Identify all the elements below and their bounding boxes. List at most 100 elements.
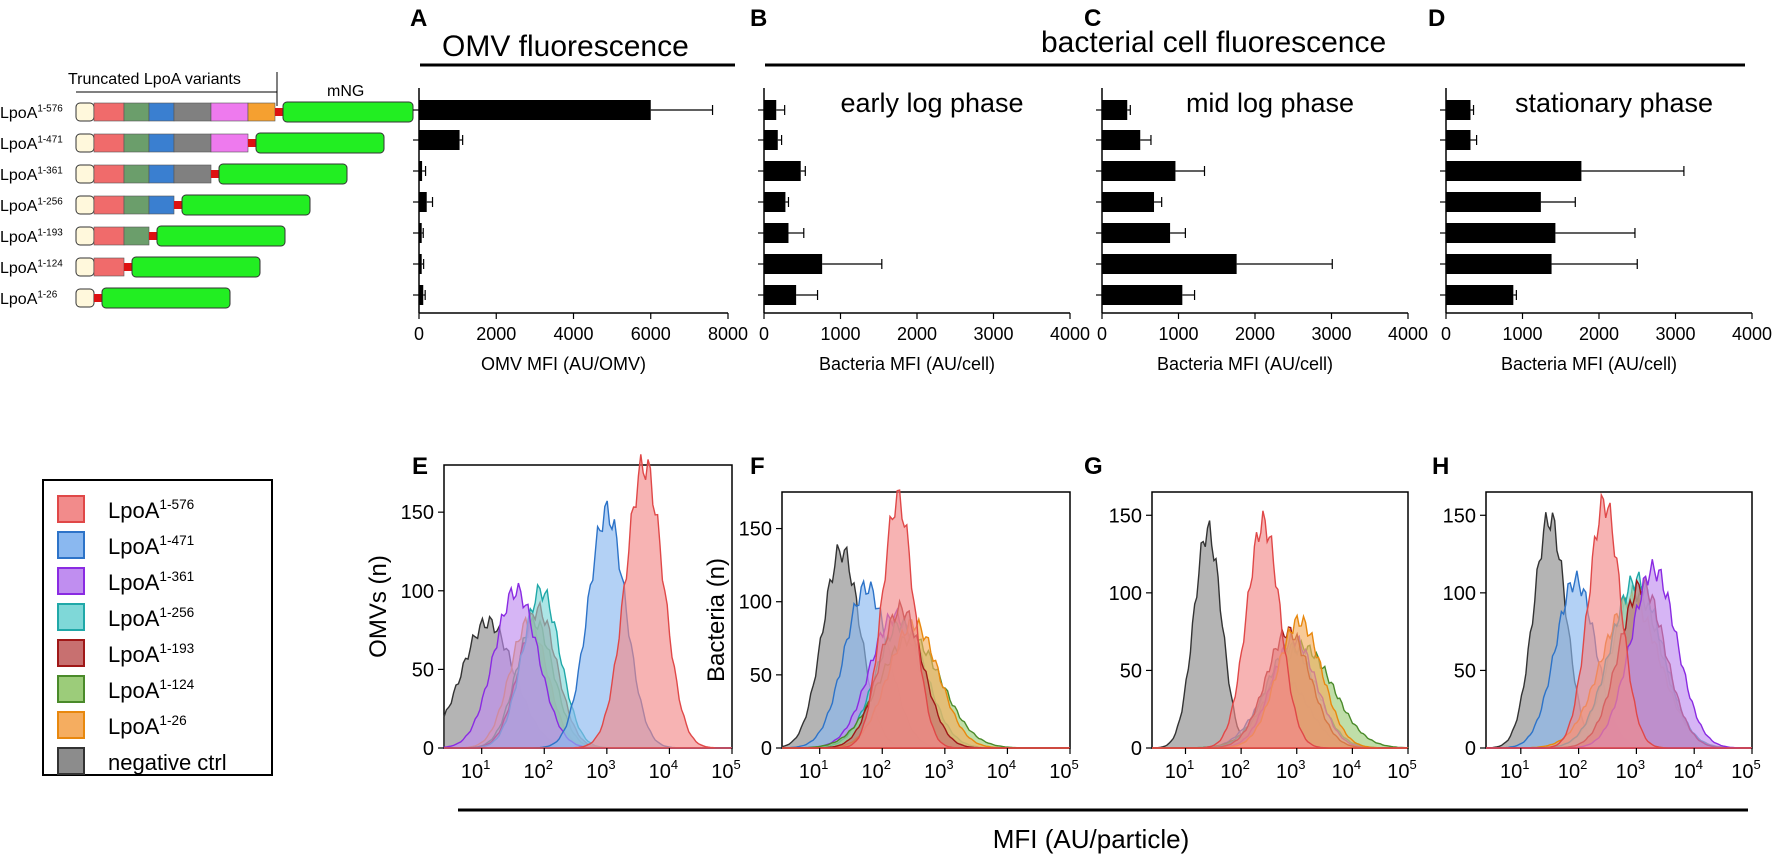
linker-box <box>275 108 283 116</box>
chart-subtitle: mid log phase <box>1186 88 1354 118</box>
bar <box>1446 130 1471 150</box>
x-tick-label: 103 <box>1276 757 1305 783</box>
legend-frame <box>42 479 273 776</box>
x-tick-label: 103 <box>586 757 615 783</box>
linker-box <box>211 170 219 178</box>
bar <box>764 100 777 120</box>
x-tick-label-exp: 4 <box>1354 757 1361 772</box>
legend-label-sup: 1-193 <box>159 641 194 656</box>
x-tick-label: 102 <box>862 757 891 783</box>
x-tick-label-exp: 3 <box>946 757 953 772</box>
x-tick-label: 4000 <box>553 324 593 344</box>
x-tick-label: 8000 <box>708 324 748 344</box>
x-tick-label-base: 10 <box>586 761 608 783</box>
x-tick-label: 102 <box>1558 757 1587 783</box>
x-tick-label: 2000 <box>897 324 937 344</box>
y-tick-label: 0 <box>423 738 434 760</box>
bar <box>1102 130 1141 150</box>
x-tick-label-exp: 4 <box>1009 757 1016 772</box>
x-tick-label-base: 10 <box>1500 761 1522 783</box>
x-tick-label-base: 10 <box>799 761 821 783</box>
x-tick-label: 103 <box>924 757 953 783</box>
bar <box>764 161 801 181</box>
variant-label: LpoA1-471 <box>0 135 63 153</box>
bar <box>419 223 422 243</box>
x-tick-label: 101 <box>1500 757 1529 783</box>
bar <box>764 223 789 243</box>
legend-label-sup: 1-26 <box>159 713 186 728</box>
signal-peptide-box <box>75 257 95 277</box>
bar <box>1446 285 1514 305</box>
x-axis-label: OMV MFI (AU/OMV) <box>481 354 646 374</box>
x-tick-label-exp: 5 <box>1410 757 1417 772</box>
x-tick-label: 2000 <box>1579 324 1619 344</box>
bar <box>419 100 651 120</box>
linker-box <box>124 263 132 271</box>
y-tick-label: 100 <box>401 581 434 603</box>
x-tick-label: 2000 <box>476 324 516 344</box>
bar <box>1446 161 1582 181</box>
y-axis-label: OMVs (n) <box>365 555 392 658</box>
x-tick-label-exp: 3 <box>608 757 615 772</box>
x-tick-label-base: 10 <box>524 761 546 783</box>
y-tick-label: 100 <box>1109 583 1142 605</box>
signal-peptide-box <box>75 102 95 122</box>
x-tick-label-exp: 1 <box>821 757 828 772</box>
x-tick-label-base: 10 <box>1165 761 1187 783</box>
x-tick-label: 102 <box>524 757 553 783</box>
legend-label: LpoA1-361 <box>108 569 194 595</box>
y-tick-label: 50 <box>1120 660 1142 682</box>
x-tick-label-exp: 3 <box>1298 757 1305 772</box>
x-axis-label: Bacteria MFI (AU/cell) <box>1157 354 1333 374</box>
domain-box <box>210 133 249 153</box>
legend-label: negative ctrl <box>108 750 227 775</box>
bar-chart-c: 0 1000 2000 3000 4000 Bacteria MFI (AU/cell) m… <box>1096 88 1428 374</box>
bar-chart-a: 0 2000 4000 6000 8000 OMV MFI (AU/OMV) <box>413 88 748 374</box>
legend-swatch <box>57 531 85 559</box>
x-tick-label: 3000 <box>1655 324 1695 344</box>
variant-label: LpoA1-256 <box>0 197 63 215</box>
mng-box <box>282 101 414 123</box>
x-tick-label: 0 <box>759 324 769 344</box>
variant-label-base: LpoA <box>0 291 38 308</box>
bar <box>1102 100 1128 120</box>
mng-box <box>181 194 311 216</box>
y-tick-label: 150 <box>1109 505 1142 527</box>
variant-label: LpoA1-193 <box>0 228 63 246</box>
y-tick-label: 50 <box>412 659 434 681</box>
legend-label: LpoA1-256 <box>108 605 194 631</box>
variant-label: LpoA1-124 <box>0 259 63 277</box>
histogram-series <box>1152 510 1408 749</box>
bar <box>419 192 427 212</box>
bar <box>1446 223 1556 243</box>
x-tick-label: 4000 <box>1050 324 1090 344</box>
legend-label: LpoA1-26 <box>108 713 187 739</box>
legend-label: LpoA1-576 <box>108 497 194 523</box>
legend-label: LpoA1-124 <box>108 677 195 703</box>
domain-box <box>173 164 212 184</box>
domain-box <box>93 164 125 184</box>
panel-letter-c: C <box>1084 5 1101 32</box>
x-tick-label: 3000 <box>973 324 1013 344</box>
bar <box>764 192 786 212</box>
bar <box>419 161 423 181</box>
variant-label-base: LpoA <box>0 260 38 277</box>
x-tick-label-exp: 1 <box>483 757 490 772</box>
signal-peptide-box <box>75 288 95 308</box>
y-axis-label: Bacteria (n) <box>703 558 730 682</box>
domain-box <box>148 164 175 184</box>
domain-box <box>148 133 175 153</box>
domain-box <box>247 102 276 122</box>
x-tick-label: 3000 <box>1311 324 1351 344</box>
domain-box <box>93 133 125 153</box>
bar <box>419 130 460 150</box>
x-tick-label-base: 10 <box>461 761 483 783</box>
x-tick-label: 105 <box>711 757 740 783</box>
domain-box <box>123 226 150 246</box>
mng-label: mNG <box>327 83 364 100</box>
x-tick-label-base: 10 <box>924 761 946 783</box>
domain-box <box>148 102 175 122</box>
domain-box <box>93 195 125 215</box>
